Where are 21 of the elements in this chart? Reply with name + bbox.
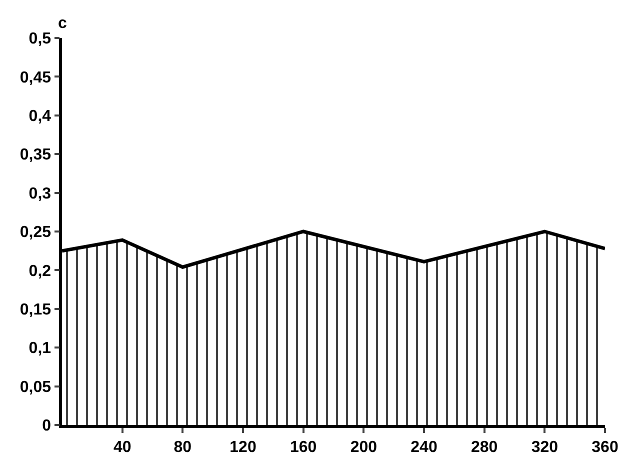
x-tick-label: 320: [531, 438, 558, 456]
y-tick-label: 0: [42, 418, 52, 435]
x-tick-label: 280: [470, 438, 498, 456]
y-tick-label: 0,45: [20, 69, 52, 86]
y-tick-label: 0,4: [28, 108, 52, 125]
y-axis-title: c: [58, 15, 67, 32]
y-tick-label: 0,05: [20, 378, 52, 396]
y-tick-label: 0,35: [20, 146, 52, 164]
y-tick-label: 0,15: [20, 302, 52, 318]
y-tick-label: 0,25: [20, 224, 52, 242]
x-tick-label: 120: [230, 438, 256, 456]
y-tick-label: 0,3: [28, 185, 52, 202]
x-tick-label: 40: [113, 438, 132, 456]
x-tick-label: 160: [290, 438, 317, 456]
x-tick-label: 200: [350, 438, 378, 456]
y-tick-label: 0,1: [28, 340, 52, 358]
x-tick-label: 360: [592, 438, 618, 456]
y-tick-label: 0,5: [28, 30, 52, 48]
x-tick-label: 240: [410, 438, 438, 456]
x-tick-label: 80: [174, 438, 192, 456]
y-tick-label: 0,2: [28, 262, 52, 280]
